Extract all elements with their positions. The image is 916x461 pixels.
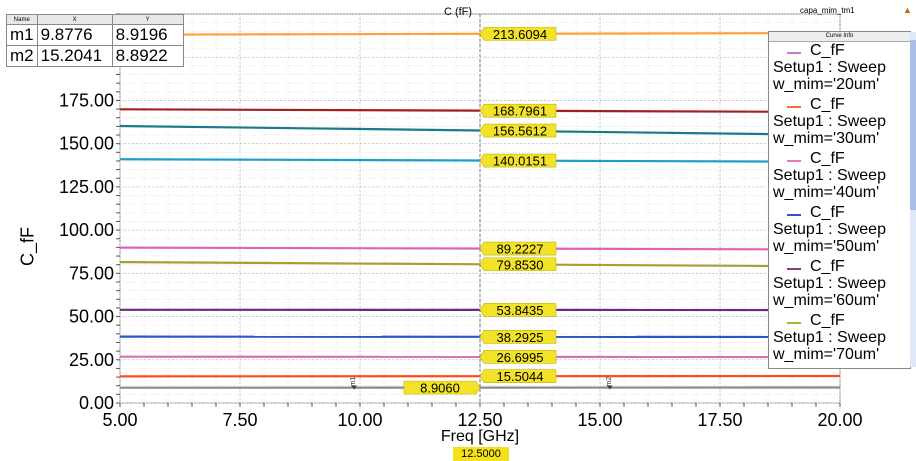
x-tick-label: 20.00 <box>817 410 862 430</box>
marker-label: m2 <box>606 377 613 387</box>
table-row[interactable]: m1 9.8776 8.9196 <box>6 24 184 46</box>
marker-y: 8.8922 <box>111 45 184 67</box>
cursor-value-label: 79.8530 <box>497 257 544 272</box>
legend-param: w_mim='30um' <box>773 130 880 147</box>
legend-setup: Setup1 : Sweep <box>773 113 886 130</box>
legend-scroll-thumb[interactable] <box>910 40 916 210</box>
y-tick-label: 25.00 <box>69 350 114 370</box>
x-tick-label: 7.50 <box>222 410 257 430</box>
chart-title: C (fF) <box>443 6 473 18</box>
header-x: X <box>36 14 113 25</box>
project-name: capa_mim_tm1 <box>800 6 855 15</box>
y-tick-label: 0.00 <box>79 393 114 413</box>
cursor-value-tag <box>479 123 557 138</box>
cursor-value-tag <box>479 369 557 384</box>
legend-curve-name: C_fF <box>810 42 845 59</box>
cursor-value-label: 53.8435 <box>497 303 544 318</box>
legend-entry[interactable]: C_fF Setup1 : Sweep w_mim='70um' <box>769 312 910 366</box>
legend-curve-name: C_fF <box>810 258 845 275</box>
marker-x: 15.2041 <box>36 45 113 67</box>
cursor-value-tag <box>479 27 557 41</box>
legend-swatch <box>787 106 801 108</box>
cursor-value-tag <box>479 241 557 256</box>
cursor-value-tag <box>479 103 557 118</box>
cursor-value-label: 168.7961 <box>493 104 547 119</box>
legend-param: w_mim='40um' <box>773 184 880 201</box>
x-axis-label: Freq [GHz] <box>440 428 520 445</box>
y-tick-label: 75.00 <box>69 263 114 283</box>
x-tick-label: 15.00 <box>577 410 622 430</box>
legend-entry[interactable]: C_fF Setup1 : Sweep w_mim='50um' <box>769 204 910 258</box>
legend-param: w_mim='50um' <box>773 238 880 255</box>
x-tick-label: 12.50 <box>457 410 502 430</box>
legend-entry[interactable]: C_fF Setup1 : Sweep w_mim='30um' <box>769 96 910 150</box>
legend-curve-name: C_fF <box>810 96 845 113</box>
cursor-value-label: 38.2925 <box>497 330 544 345</box>
legend-setup: Setup1 : Sweep <box>773 167 886 184</box>
cursor-value-label: 156.5612 <box>493 124 547 139</box>
legend-setup: Setup1 : Sweep <box>773 329 886 346</box>
legend-entry[interactable]: C_fF Setup1 : Sweep w_mim='40um' <box>769 150 910 204</box>
legend-entry[interactable]: C_fF Setup1 : Sweep w_mim='20um' <box>769 42 910 96</box>
legend-setup: Setup1 : Sweep <box>773 221 886 238</box>
warning-icon: ▲ <box>903 5 912 15</box>
marker-triangle <box>606 385 613 390</box>
legend-entry[interactable]: C_fF Setup1 : Sweep w_mim='60um' <box>769 258 910 312</box>
marker-y: 8.9196 <box>111 24 184 46</box>
marker-table[interactable]: Name X Y m1 9.8776 8.9196 m2 15.2041 8.8… <box>6 14 184 67</box>
marker-x: 9.8776 <box>36 24 113 46</box>
legend-swatch <box>787 268 801 270</box>
curve-info-legend[interactable]: Curve Info C_fF Setup1 : Sweep w_mim='20um… <box>768 31 911 369</box>
legend-param: w_mim='60um' <box>773 292 880 309</box>
legend-header: Curve Info <box>769 32 910 42</box>
cursor-value-label: 213.6094 <box>493 27 547 42</box>
legend-setup: Setup1 : Sweep <box>773 275 886 292</box>
legend-swatch <box>787 214 801 216</box>
legend-param: w_mim='70um' <box>773 346 880 363</box>
cursor-value-label: 15.5044 <box>497 369 544 384</box>
x-tick-label: 17.50 <box>697 410 742 430</box>
cursor-value-label: 89.2227 <box>497 242 544 257</box>
marker-table-header: Name X Y <box>6 14 184 25</box>
marker-triangle <box>351 385 358 390</box>
cursor-value-label: 8.9060 <box>420 381 460 396</box>
cursor-value-tag <box>479 350 557 364</box>
y-tick-label: 50.00 <box>69 307 114 327</box>
y-tick-label: 175.00 <box>59 90 114 110</box>
x-tick-label: 5.00 <box>102 410 137 430</box>
header-y: Y <box>111 14 184 25</box>
header-name: Name <box>6 14 38 25</box>
y-tick-label: 125.00 <box>59 177 114 197</box>
cursor-value-tag <box>479 257 557 272</box>
cursor-value-label: 26.6995 <box>497 350 544 365</box>
legend-setup: Setup1 : Sweep <box>773 59 886 76</box>
cursor-value-tag <box>479 303 557 317</box>
legend-curve-name: C_fF <box>810 150 845 167</box>
legend-param: w_mim='20um' <box>773 76 880 93</box>
y-axis-label: C_fF <box>17 227 38 267</box>
y-tick-label: 100.00 <box>59 220 114 240</box>
marker-name: m2 <box>6 45 38 67</box>
table-row[interactable]: m2 15.2041 8.8922 <box>6 45 184 67</box>
y-tick-label: 150.00 <box>59 134 114 154</box>
cursor-value-tag <box>479 153 557 168</box>
cursor-x-readout[interactable]: 12.5000 <box>453 447 509 461</box>
marker-name: m1 <box>6 24 38 46</box>
marker-label: m1 <box>350 377 357 387</box>
legend-entries: C_fF Setup1 : Sweep w_mim='20um' C_fF Setup1… <box>769 42 910 366</box>
legend-swatch <box>787 160 801 162</box>
cursor-value-tag <box>479 329 557 344</box>
x-tick-label: 10.00 <box>337 410 382 430</box>
legend-swatch <box>787 52 801 54</box>
cursor-value-label: 140.0151 <box>493 154 547 169</box>
legend-curve-name: C_fF <box>810 204 845 221</box>
legend-swatch <box>787 322 801 324</box>
legend-curve-name: C_fF <box>810 312 845 329</box>
cursor-value-tag <box>403 380 481 395</box>
